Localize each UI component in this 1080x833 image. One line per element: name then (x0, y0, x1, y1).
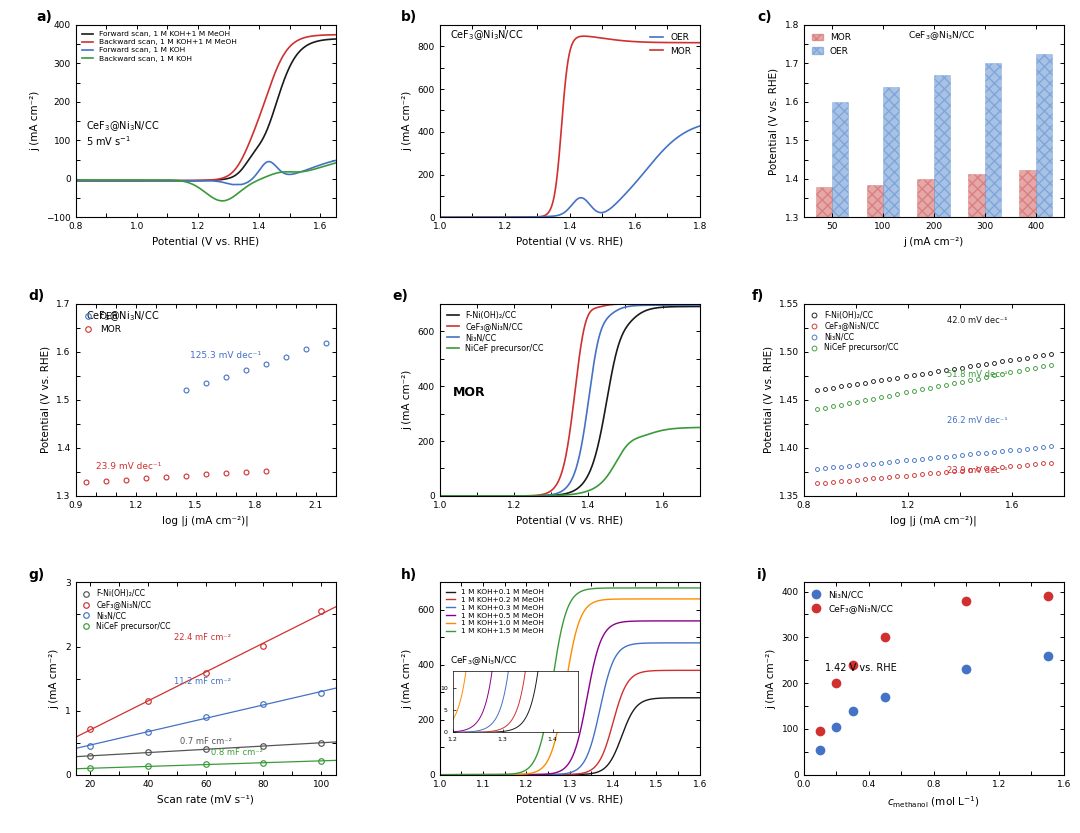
Text: b): b) (401, 10, 417, 24)
Legend: 1 M KOH+0.1 M MeOH, 1 M KOH+0.2 M MeOH, 1 M KOH+0.3 M MeOH, 1 M KOH+0.5 M MeOH, : 1 M KOH+0.1 M MeOH, 1 M KOH+0.2 M MeOH, … (444, 586, 546, 637)
Legend: F-Ni(OH)₂/CC, CeF₃@Ni₃N/CC, Ni₃N/CC, NiCeF precursor/CC: F-Ni(OH)₂/CC, CeF₃@Ni₃N/CC, Ni₃N/CC, NiC… (80, 586, 174, 634)
Text: c): c) (757, 10, 771, 24)
X-axis label: log |j (mA cm⁻²)|: log |j (mA cm⁻²)| (162, 516, 249, 526)
Text: a): a) (37, 10, 53, 24)
Legend: F-Ni(OH)₂/CC, CeF₃@Ni₃N/CC, Ni₃N/CC, NiCeF precursor/CC: F-Ni(OH)₂/CC, CeF₃@Ni₃N/CC, Ni₃N/CC, NiC… (808, 307, 902, 356)
Y-axis label: j (mA cm⁻²): j (mA cm⁻²) (402, 370, 411, 430)
Legend: Ni₃N/CC, CeF₃@Ni₃N/CC: Ni₃N/CC, CeF₃@Ni₃N/CC (808, 587, 896, 616)
Bar (866, 185, 882, 217)
Y-axis label: Potential (V vs. RHE): Potential (V vs. RHE) (764, 347, 773, 453)
Text: 26.2 mV dec⁻¹: 26.2 mV dec⁻¹ (947, 416, 1008, 425)
X-axis label: Potential (V vs. RHE): Potential (V vs. RHE) (516, 794, 623, 804)
Legend: F-Ni(OH)₂/CC, CeF₃@Ni₃N/CC, Ni₃N/CC, NiCeF precursor/CC: F-Ni(OH)₂/CC, CeF₃@Ni₃N/CC, Ni₃N/CC, NiC… (444, 307, 548, 357)
X-axis label: Potential (V vs. RHE): Potential (V vs. RHE) (152, 237, 259, 247)
Text: 51.8 mV dec⁻¹: 51.8 mV dec⁻¹ (947, 370, 1008, 379)
Text: h): h) (401, 567, 417, 581)
Y-axis label: j (mA cm⁻²): j (mA cm⁻²) (766, 648, 777, 709)
Legend: OER, MOR: OER, MOR (646, 29, 696, 59)
X-axis label: j (mA cm⁻²): j (mA cm⁻²) (904, 237, 963, 247)
Bar (969, 174, 985, 217)
Text: 11.2 mF cm⁻²: 11.2 mF cm⁻² (175, 677, 231, 686)
Text: i): i) (757, 567, 768, 581)
Text: $\mathrm{CeF_3@Ni_3N/CC}$: $\mathrm{CeF_3@Ni_3N/CC}$ (86, 119, 159, 132)
Bar (815, 187, 832, 217)
Bar (1036, 54, 1052, 217)
Bar (882, 87, 900, 217)
Text: 125.3 mV dec⁻¹: 125.3 mV dec⁻¹ (190, 351, 261, 360)
Text: 23.9 mV dec⁻¹: 23.9 mV dec⁻¹ (947, 466, 1008, 475)
Y-axis label: j (mA cm⁻²): j (mA cm⁻²) (30, 91, 40, 152)
Y-axis label: j (mA cm⁻²): j (mA cm⁻²) (402, 91, 411, 152)
Text: $\mathrm{CeF_3@Ni_3N/CC}$: $\mathrm{CeF_3@Ni_3N/CC}$ (450, 654, 517, 667)
X-axis label: Scan rate (mV s⁻¹): Scan rate (mV s⁻¹) (158, 794, 254, 804)
Text: 0.7 mF cm⁻²: 0.7 mF cm⁻² (179, 737, 231, 746)
Legend: Forward scan, 1 M KOH+1 M MeOH, Backward scan, 1 M KOH+1 M MeOH, Forward scan, 1: Forward scan, 1 M KOH+1 M MeOH, Backward… (79, 29, 239, 64)
X-axis label: Potential (V vs. RHE): Potential (V vs. RHE) (516, 516, 623, 526)
Bar (985, 63, 1001, 217)
Text: 1.42 V vs. RHE: 1.42 V vs. RHE (824, 663, 896, 673)
Text: f): f) (752, 289, 765, 303)
Text: 5 mV s$^{-1}$: 5 mV s$^{-1}$ (86, 134, 131, 148)
Text: 23.9 mV dec⁻¹: 23.9 mV dec⁻¹ (96, 462, 162, 471)
Y-axis label: Potential (V vs. RHE): Potential (V vs. RHE) (41, 347, 51, 453)
Bar (832, 102, 848, 217)
X-axis label: Potential (V vs. RHE): Potential (V vs. RHE) (516, 237, 623, 247)
Text: 22.4 mF cm⁻²: 22.4 mF cm⁻² (175, 633, 231, 642)
Text: g): g) (29, 567, 45, 581)
Text: e): e) (393, 289, 408, 303)
Text: d): d) (29, 289, 45, 303)
Text: MOR: MOR (453, 386, 485, 399)
Bar (1020, 170, 1036, 217)
Text: 0.8 mF cm⁻²: 0.8 mF cm⁻² (211, 749, 262, 757)
Y-axis label: j (mA cm⁻²): j (mA cm⁻²) (402, 648, 411, 709)
Legend: MOR, OER: MOR, OER (808, 29, 854, 59)
X-axis label: $c_\mathrm{methanol}\ \mathrm{(mol\ L^{-1})}$: $c_\mathrm{methanol}\ \mathrm{(mol\ L^{-… (888, 794, 980, 810)
Bar (934, 75, 950, 217)
Legend: OER, MOR: OER, MOR (80, 308, 124, 338)
Bar (918, 179, 934, 217)
Text: 42.0 mV dec⁻¹: 42.0 mV dec⁻¹ (947, 316, 1008, 325)
X-axis label: log |j (mA cm⁻²)|: log |j (mA cm⁻²)| (890, 516, 977, 526)
Text: $\mathrm{CeF_3@Ni_3N/CC}$: $\mathrm{CeF_3@Ni_3N/CC}$ (450, 28, 524, 42)
Y-axis label: j (mA cm⁻²): j (mA cm⁻²) (50, 648, 59, 709)
Y-axis label: Potential (V vs. RHE): Potential (V vs. RHE) (769, 67, 779, 175)
Text: $\mathrm{CeF_3@Ni_3N/CC}$: $\mathrm{CeF_3@Ni_3N/CC}$ (908, 29, 975, 42)
Text: $\mathrm{CeF_3@Ni_3N/CC}$: $\mathrm{CeF_3@Ni_3N/CC}$ (86, 309, 159, 323)
